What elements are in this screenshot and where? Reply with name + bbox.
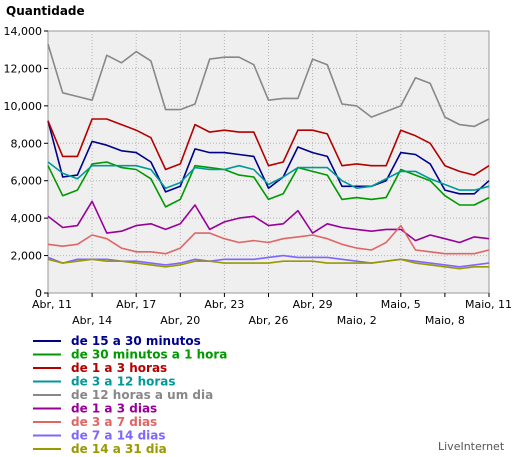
legend-label: de 3 a 7 dias bbox=[71, 415, 157, 429]
x-tick-label: Abr, 11 bbox=[32, 298, 72, 311]
legend-label: de 15 a 30 minutos bbox=[71, 334, 201, 348]
y-tick-label: 0 bbox=[35, 287, 42, 300]
y-tick-label: 4,000 bbox=[11, 212, 43, 225]
x-tick-label: Maio, 5 bbox=[381, 298, 421, 311]
y-tick-label: 8,000 bbox=[11, 137, 43, 150]
y-tick-label: 2,000 bbox=[11, 250, 43, 263]
x-tick-label: Abr, 14 bbox=[72, 314, 112, 327]
series-line-2 bbox=[47, 118, 490, 176]
x-tick-label: Abr, 20 bbox=[160, 314, 200, 327]
series-line-8 bbox=[47, 258, 489, 270]
y-tick-label: 10,000 bbox=[4, 100, 43, 113]
brand-label: LiveInternet bbox=[438, 440, 505, 453]
legend-label: de 30 minutos a 1 hora bbox=[71, 348, 227, 362]
y-tick-label: 6,000 bbox=[11, 175, 43, 188]
series-line-0 bbox=[47, 120, 490, 195]
legend-label: de 1 a 3 horas bbox=[71, 361, 167, 375]
series-line-4 bbox=[47, 43, 490, 128]
x-tick-label: Maio, 2 bbox=[337, 314, 377, 327]
series-lines bbox=[47, 43, 490, 270]
y-axis-ticks: 0 2,000 4,000 6,000 8,000 10,000 12,000 14,000 bbox=[4, 25, 48, 300]
y-tick-label: 14,000 bbox=[4, 25, 43, 38]
x-tick-label: Abr, 17 bbox=[116, 298, 156, 311]
legend-label: de 3 a 12 horas bbox=[71, 375, 176, 389]
legend-label: de 1 a 3 dias bbox=[71, 402, 157, 416]
x-tick-label: Maio, 8 bbox=[425, 314, 465, 327]
legend-label: de 14 a 31 dia bbox=[71, 442, 167, 456]
y-tick-label: 12,000 bbox=[4, 62, 43, 75]
x-tick-label: Abr, 29 bbox=[293, 298, 333, 311]
legend-label: de 7 a 14 dias bbox=[71, 429, 166, 443]
series-line-1 bbox=[47, 161, 490, 208]
x-tick-label: Maio, 11 bbox=[465, 298, 512, 311]
x-tick-label: Abr, 26 bbox=[248, 314, 288, 327]
y-axis-title: Quantidade bbox=[6, 4, 85, 18]
legend-label: de 12 horas a um dia bbox=[71, 388, 213, 402]
series-line-6 bbox=[47, 224, 490, 255]
series-line-5 bbox=[47, 200, 490, 244]
x-tick-label: Abr, 23 bbox=[204, 298, 244, 311]
series-line-3 bbox=[47, 161, 490, 191]
